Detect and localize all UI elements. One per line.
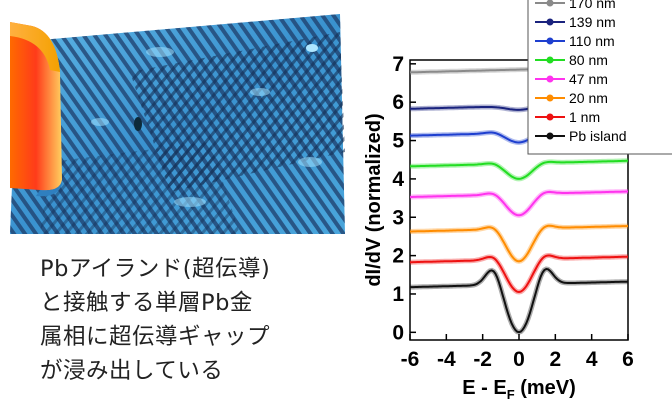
x-tick-label: 0 bbox=[513, 348, 525, 371]
legend-label: 1 nm bbox=[569, 109, 600, 125]
y-tick-label: 7 bbox=[392, 53, 404, 76]
x-tick-label: -6 bbox=[401, 348, 420, 371]
series-line bbox=[410, 224, 629, 263]
legend-swatch-marker bbox=[546, 0, 554, 7]
caption-line-3: 属相に超伝導ギャップ bbox=[40, 324, 271, 350]
series-line bbox=[410, 267, 629, 334]
x-axis-title-unit: (meV) bbox=[515, 377, 576, 399]
legend-swatch-marker bbox=[546, 94, 554, 102]
legend-swatch-marker bbox=[546, 37, 554, 45]
legend: 170 nm 139 nm 110 nm 80 nm 47 nm 20 nm 1 nm Pb … bbox=[527, 0, 672, 155]
stm-topography-image bbox=[10, 14, 345, 234]
x-axis-title-sub: F bbox=[507, 387, 515, 402]
x-axis-title: E - EF (meV) bbox=[462, 377, 576, 402]
legend-label: 20 nm bbox=[569, 90, 608, 106]
x-tick-label: 6 bbox=[622, 348, 634, 371]
series-line bbox=[410, 254, 628, 294]
x-tick-label: 2 bbox=[549, 348, 561, 371]
legend-swatch-marker bbox=[546, 56, 554, 64]
y-tick-label: 5 bbox=[392, 130, 404, 153]
dIdV-chart: -6 -4 -2 0 2 4 6 0 1 2 3 4 5 6 7 dI/dV (normalized) E … bbox=[363, 0, 672, 402]
legend-swatch-marker bbox=[546, 75, 554, 83]
x-axis-title-main: E - E bbox=[462, 377, 506, 399]
x-tick-label: -4 bbox=[437, 348, 456, 371]
legend-label: 110 nm bbox=[569, 33, 615, 49]
caption-line-2: と接触する単層Pb金 bbox=[40, 290, 253, 316]
series-band bbox=[410, 189, 628, 218]
legend-items: 170 nm 139 nm 110 nm 80 nm 47 nm 20 nm 1 nm Pb … bbox=[535, 0, 627, 144]
x-tick-label: -2 bbox=[473, 348, 492, 371]
legend-swatch-marker bbox=[546, 113, 554, 121]
legend-label: 139 nm bbox=[569, 14, 616, 30]
series-band bbox=[410, 266, 629, 335]
y-tick-label: 4 bbox=[392, 168, 404, 191]
y-tick-label: 0 bbox=[392, 321, 404, 344]
y-axis-title: dI/dV (normalized) bbox=[363, 113, 385, 286]
caption-line-1: Pbアイランド(超伝導) bbox=[40, 256, 271, 282]
series-line bbox=[410, 190, 628, 217]
legend-label: Pb island bbox=[569, 128, 627, 144]
legend-label: 47 nm bbox=[569, 71, 608, 87]
series-band bbox=[410, 158, 628, 182]
legend-label: 170 nm bbox=[569, 0, 616, 11]
y-tick-label: 3 bbox=[392, 206, 404, 229]
legend-swatch-marker bbox=[546, 18, 554, 26]
y-tick-label: 6 bbox=[392, 91, 404, 114]
caption-line-4: が浸み出している bbox=[40, 358, 224, 384]
ticks-layer: -6 -4 -2 0 2 4 6 0 1 2 3 4 5 6 7 bbox=[392, 53, 634, 371]
legend-label: 80 nm bbox=[569, 52, 608, 68]
legend-swatch-marker bbox=[546, 132, 554, 140]
y-tick-label: 1 bbox=[392, 283, 404, 306]
series-line bbox=[410, 159, 628, 180]
y-tick-label: 2 bbox=[392, 245, 404, 268]
x-tick-label: 4 bbox=[586, 348, 598, 371]
caption: Pbアイランド(超伝導) と接触する単層Pb金 属相に超伝導ギャップ が浸み出し… bbox=[40, 252, 340, 388]
